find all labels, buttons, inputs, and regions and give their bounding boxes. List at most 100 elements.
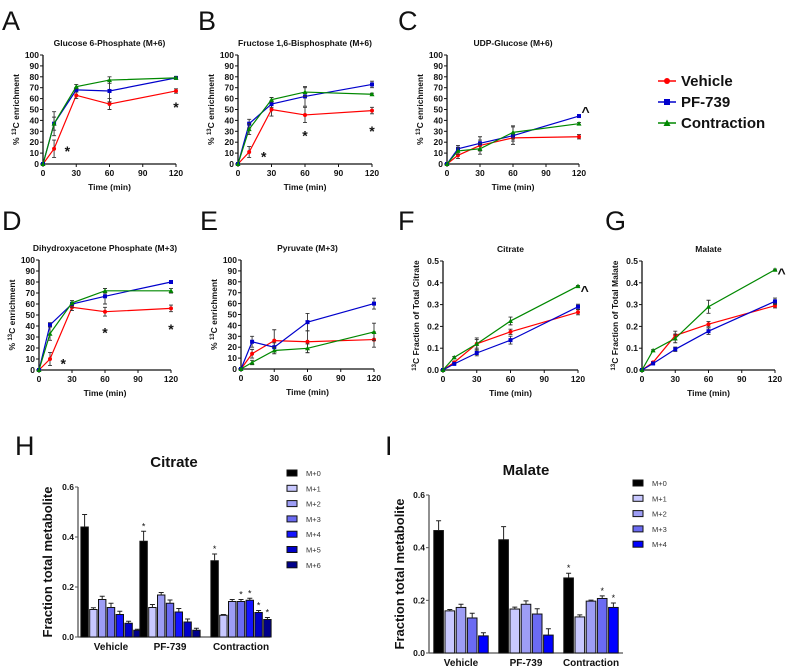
significance-marker: * <box>102 325 108 341</box>
legend-swatch <box>286 515 298 523</box>
circle-marker <box>74 93 79 98</box>
y-tick-label: 30 <box>26 332 36 342</box>
legend-item-contraction: Contraction <box>658 115 765 132</box>
x-tick-label: 120 <box>367 373 381 383</box>
bar-contraction-m+4 <box>245 599 255 638</box>
legend-label: M+3 <box>652 525 667 534</box>
y-tick-label: 100 <box>220 50 234 60</box>
square-marker <box>773 299 777 304</box>
bar-chart-h: H Citrate 0.0 0.2 0.4 0.6 Fraction total metab… <box>15 431 321 653</box>
triangle-marker <box>238 366 244 371</box>
y-tick-label: 70 <box>228 288 238 298</box>
y-label-prefix: % <box>415 135 425 145</box>
category-label: Vehicle <box>94 642 129 653</box>
error-bar <box>264 617 270 620</box>
error-bar <box>158 592 164 595</box>
y-tick-label: 30 <box>434 126 444 136</box>
legend-label: M+2 <box>652 510 667 519</box>
y-tick-label: 0 <box>232 364 237 374</box>
panel-letter: A <box>2 6 20 36</box>
bar-vehicle-m+5 <box>124 622 133 638</box>
y-tick-label: 40 <box>434 115 444 125</box>
y-label-superscript: 13 <box>416 128 422 135</box>
legend-swatch <box>286 546 298 553</box>
significance-marker: ^ <box>582 104 590 120</box>
bar-vehicle-m+4 <box>478 635 489 654</box>
y-tick-label: 10 <box>434 148 444 158</box>
bar-vehicle-m+3 <box>106 607 116 638</box>
series-contraction <box>235 87 375 166</box>
bar-contraction-m+5 <box>254 612 263 638</box>
error-bar <box>545 628 551 636</box>
series-pf-739 <box>41 75 178 166</box>
x-tick-label: 90 <box>336 373 346 383</box>
y-tick-label: 70 <box>26 288 36 298</box>
bar-pf-739-m+5 <box>183 621 192 638</box>
y-tick-label: 30 <box>228 331 238 341</box>
x-tick-label: 120 <box>365 168 379 178</box>
legend-label: M+3 <box>306 515 321 524</box>
y-label-prefix: % <box>209 340 219 350</box>
y-tick-label: 0 <box>34 159 39 169</box>
triangle-marker <box>249 359 255 365</box>
y-tick-label: 90 <box>26 266 36 276</box>
y-tick-label: 0.3 <box>626 300 638 310</box>
legend-swatch <box>286 561 298 569</box>
bar-pf-739-m+1 <box>509 608 521 654</box>
y-tick-label: 50 <box>30 105 40 115</box>
series-contraction <box>444 121 582 166</box>
y-label-superscript: 13 <box>8 333 14 340</box>
triangle-marker <box>369 91 375 97</box>
triangle-marker <box>663 119 671 126</box>
triangle-marker <box>508 318 513 323</box>
x-tick-label: 30 <box>267 168 277 178</box>
series-contraction <box>238 322 377 371</box>
x-tick-label: 90 <box>541 168 551 178</box>
legend-swatch <box>632 494 644 502</box>
circle-marker <box>576 310 580 315</box>
x-tick-label: 30 <box>475 168 485 178</box>
y-tick-label: 60 <box>26 299 36 309</box>
bar-pf-739-m+3 <box>165 602 175 638</box>
y-tick-label: 40 <box>228 320 238 330</box>
chart-title: Malate <box>503 462 550 479</box>
category-label: Contraction <box>213 642 269 653</box>
triangle-marker <box>650 347 656 353</box>
significance-marker: * <box>65 143 71 159</box>
error-bar <box>185 618 191 622</box>
y-tick-label: 80 <box>228 277 238 287</box>
error-bar <box>512 606 518 610</box>
square-marker <box>370 82 374 87</box>
error-bar <box>577 614 583 617</box>
y-tick-label: 40 <box>225 115 235 125</box>
bar-pf-739-m+1 <box>148 607 157 638</box>
circle-marker <box>169 306 173 311</box>
error-bar <box>193 627 199 631</box>
error-bar <box>588 599 594 602</box>
square-marker <box>664 99 670 105</box>
panel-letter: F <box>398 206 415 236</box>
legend-label: M+2 <box>306 500 321 509</box>
chart-title: UDP-Glucose (M+6) <box>473 38 552 48</box>
significance-marker: * <box>248 588 252 598</box>
triangle-marker <box>510 129 516 135</box>
error-bar <box>176 608 182 612</box>
y-label-suffix: C enrichment <box>11 74 21 128</box>
bar-vehicle-m+1 <box>89 609 98 638</box>
legend-item-pf-739: PF-739 <box>658 94 730 111</box>
y-tick-label: 80 <box>26 277 36 287</box>
circle-marker <box>272 338 277 343</box>
triangle-marker <box>305 345 310 351</box>
x-tick-label: 120 <box>768 374 782 384</box>
bar-pf-739-m+0 <box>139 540 148 638</box>
y-label-suffix: C Fraction of Total Citrate <box>411 260 421 364</box>
x-tick-label: 0 <box>37 374 42 384</box>
triangle-marker <box>73 84 79 89</box>
chart-title: Citrate <box>150 454 198 471</box>
y-tick-label: 20 <box>228 342 238 352</box>
y-axis-label: Fraction total metabolite <box>392 499 407 650</box>
series-vehicle <box>640 303 777 372</box>
triangle-marker <box>451 354 457 360</box>
x-tick-label: 90 <box>540 374 550 384</box>
